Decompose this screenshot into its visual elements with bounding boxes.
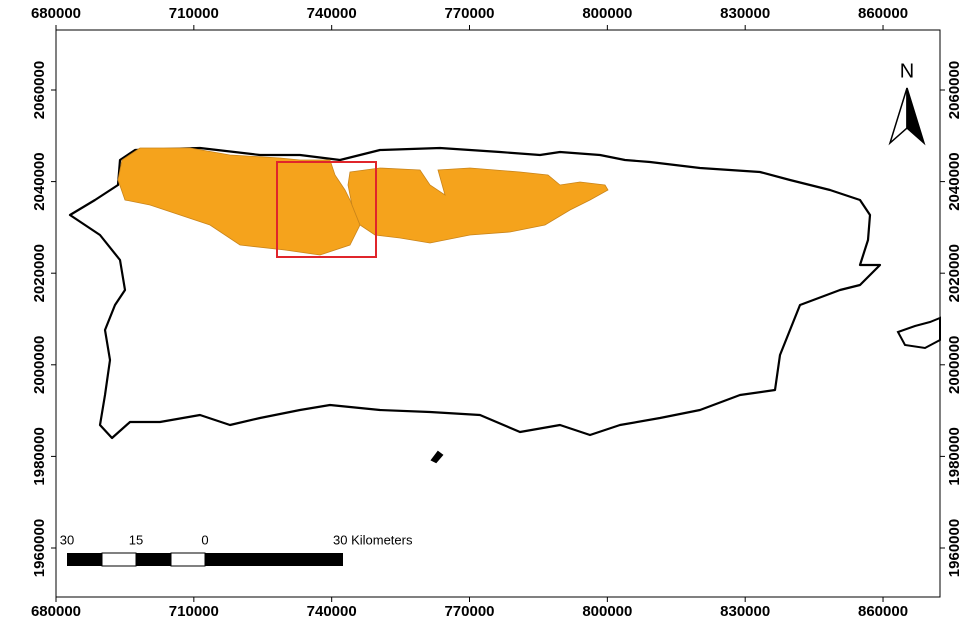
scale-bar: 30 15 0 30 Kilometers bbox=[60, 532, 413, 567]
x-tick-label: 830000 bbox=[720, 5, 770, 22]
y-tick-label: 2000000 bbox=[946, 336, 963, 394]
x-tick-label: 860000 bbox=[858, 603, 908, 620]
islet bbox=[430, 450, 444, 464]
islet bbox=[896, 316, 941, 350]
x-tick-label: 680000 bbox=[31, 603, 81, 620]
scale-label: 15 bbox=[129, 532, 143, 547]
scale-label: 30 Kilometers bbox=[333, 532, 413, 547]
y-tick-label: 1980000 bbox=[31, 427, 48, 485]
y-tick-label: 2020000 bbox=[946, 244, 963, 302]
y-tick-label: 2000000 bbox=[31, 336, 48, 394]
y-tick-label: 1960000 bbox=[946, 519, 963, 577]
x-tick-label: 710000 bbox=[169, 603, 219, 620]
y-tick-label: 2040000 bbox=[31, 152, 48, 210]
x-tick-label: 770000 bbox=[444, 5, 494, 22]
y-tick-label: 1980000 bbox=[946, 427, 963, 485]
x-tick-label: 740000 bbox=[307, 5, 357, 22]
scale-label: 0 bbox=[201, 532, 208, 547]
x-tick-label: 800000 bbox=[582, 603, 632, 620]
scale-label: 30 bbox=[60, 532, 74, 547]
y-tick-label: 2040000 bbox=[946, 152, 963, 210]
y-tick-label: 1960000 bbox=[31, 519, 48, 577]
y-tick-label: 2020000 bbox=[31, 244, 48, 302]
x-tick-label: 770000 bbox=[444, 603, 494, 620]
x-tick-label: 860000 bbox=[858, 5, 908, 22]
x-tick-label: 710000 bbox=[169, 5, 219, 22]
y-tick-label: 2060000 bbox=[946, 61, 963, 119]
x-tick-label: 830000 bbox=[720, 603, 770, 620]
north-arrow: N bbox=[888, 60, 926, 146]
study-box bbox=[276, 161, 377, 258]
y-tick-label: 2060000 bbox=[31, 61, 48, 119]
x-tick-label: 740000 bbox=[307, 603, 357, 620]
x-tick-label: 800000 bbox=[582, 5, 632, 22]
north-label: N bbox=[900, 60, 914, 82]
x-tick-label: 680000 bbox=[31, 5, 81, 22]
